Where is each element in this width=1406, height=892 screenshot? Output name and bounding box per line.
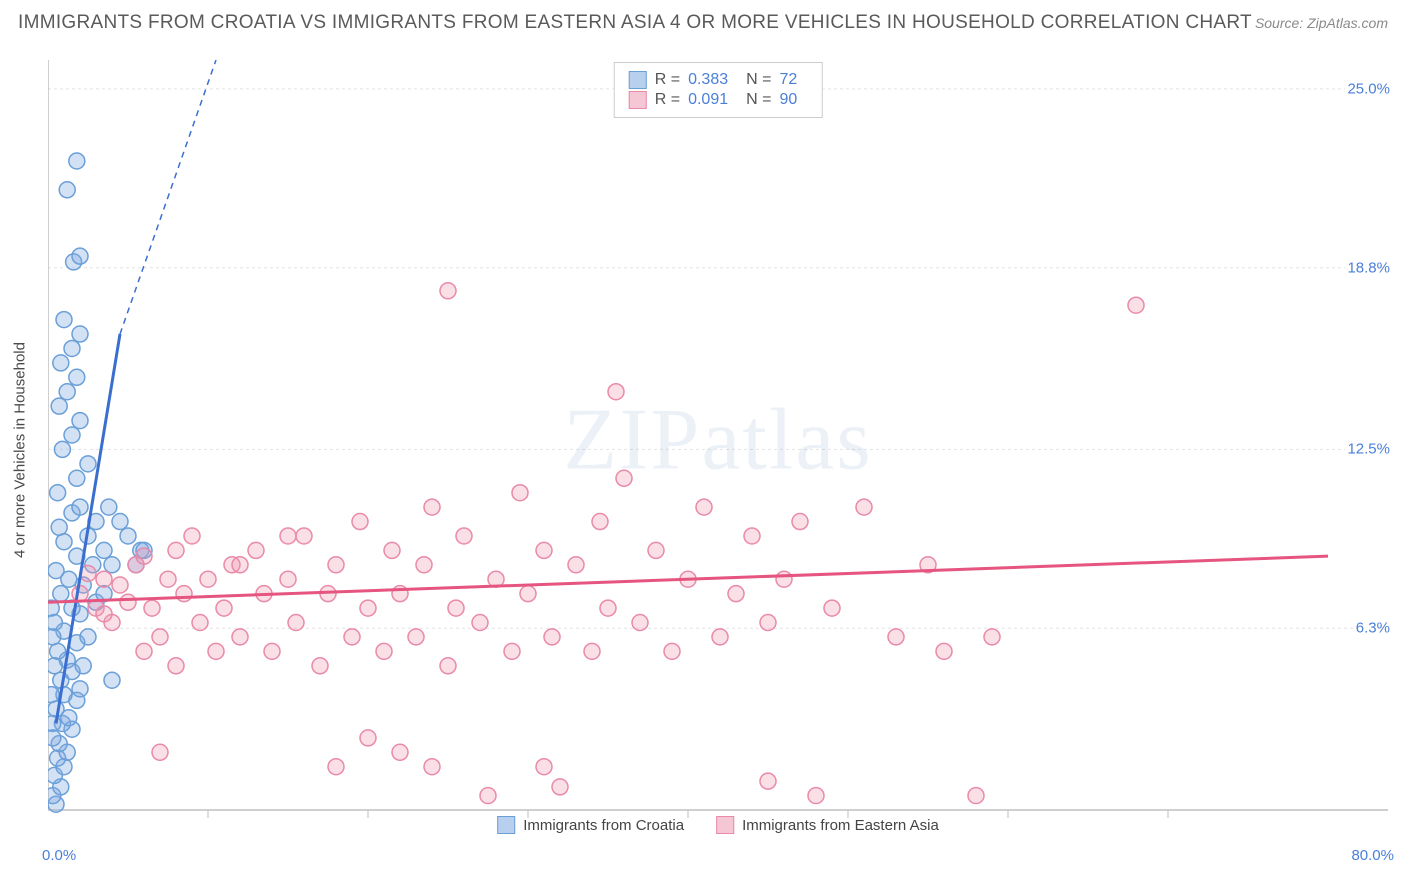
legend-item-eastern-asia: Immigrants from Eastern Asia: [716, 816, 939, 834]
n-label: N =: [746, 71, 771, 89]
y-tick-label: 12.5%: [1345, 441, 1392, 458]
swatch-croatia: [629, 71, 647, 89]
legend-label-eastern-asia: Immigrants from Eastern Asia: [742, 817, 939, 834]
y-tick-label: 25.0%: [1345, 80, 1392, 97]
r-label: R =: [655, 91, 680, 109]
swatch-eastern-asia: [716, 816, 734, 834]
swatch-eastern-asia: [629, 91, 647, 109]
y-tick-label: 18.8%: [1345, 259, 1392, 276]
n-value-eastern-asia: 90: [779, 91, 797, 109]
n-value-croatia: 72: [779, 71, 797, 89]
r-value-eastern-asia: 0.091: [688, 91, 728, 109]
legend-row-eastern-asia: R = 0.091 N = 90: [629, 91, 808, 109]
legend-label-croatia: Immigrants from Croatia: [523, 817, 684, 834]
r-label: R =: [655, 71, 680, 89]
chart-area: 4 or more Vehicles in Household ZIPatlas…: [48, 60, 1388, 840]
series-legend: Immigrants from Croatia Immigrants from …: [497, 816, 939, 834]
correlation-legend: R = 0.383 N = 72 R = 0.091 N = 90: [614, 62, 823, 118]
chart-header: IMMIGRANTS FROM CROATIA VS IMMIGRANTS FR…: [18, 12, 1388, 34]
legend-item-croatia: Immigrants from Croatia: [497, 816, 684, 834]
r-value-croatia: 0.383: [688, 71, 728, 89]
swatch-croatia: [497, 816, 515, 834]
x-axis-origin-label: 0.0%: [42, 847, 76, 864]
chart-title: IMMIGRANTS FROM CROATIA VS IMMIGRANTS FR…: [18, 12, 1252, 34]
scatter-plot: [48, 60, 1388, 840]
y-tick-label: 6.3%: [1354, 620, 1392, 637]
y-axis-label: 4 or more Vehicles in Household: [12, 342, 29, 558]
legend-row-croatia: R = 0.383 N = 72: [629, 71, 808, 89]
x-axis-max-label: 80.0%: [1351, 847, 1394, 864]
n-label: N =: [746, 91, 771, 109]
source-attribution: Source: ZipAtlas.com: [1255, 15, 1388, 31]
